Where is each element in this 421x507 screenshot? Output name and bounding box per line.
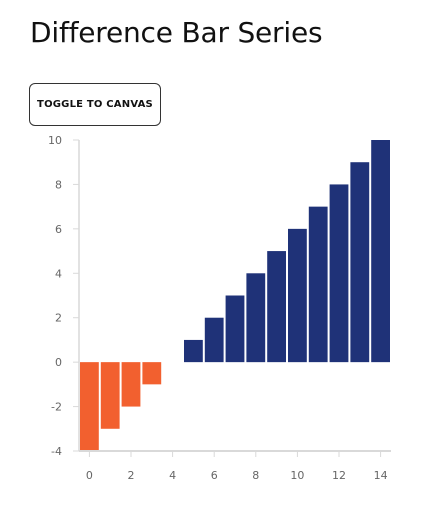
bar-series — [80, 140, 390, 451]
y-tick-label: 2 — [55, 312, 62, 325]
bar-positive — [184, 339, 203, 363]
y-tick-label: 8 — [55, 178, 62, 191]
bar-positive — [288, 228, 307, 363]
x-axis-ticks: 0 2 4 6 8 10 12 14 — [86, 451, 388, 482]
bar-positive — [225, 295, 245, 363]
y-tick-label: 0 — [55, 356, 62, 369]
y-tick-label: -4 — [51, 445, 62, 458]
y-tick-label: -2 — [51, 401, 62, 414]
y-axis-ticks: -4 -2 0 2 4 6 8 10 — [48, 134, 79, 458]
x-tick-label: 6 — [211, 469, 218, 482]
x-tick-label: 0 — [86, 469, 93, 482]
bar-negative — [100, 362, 120, 429]
bar-positive — [371, 140, 390, 363]
toggle-canvas-button[interactable]: TOGGLE TO CANVAS — [29, 83, 161, 126]
x-tick-label: 2 — [128, 469, 135, 482]
x-tick-label: 10 — [290, 469, 304, 482]
y-tick-label: 10 — [48, 134, 62, 147]
bar-negative — [121, 362, 141, 407]
y-tick-label: 6 — [55, 223, 62, 236]
bar-negative — [80, 362, 99, 451]
bar-negative — [142, 362, 162, 385]
bar-positive — [308, 206, 328, 363]
x-tick-label: 8 — [252, 469, 259, 482]
x-tick-label: 4 — [169, 469, 176, 482]
page-title: Difference Bar Series — [30, 16, 323, 49]
y-tick-label: 4 — [55, 267, 62, 280]
bar-positive — [204, 317, 224, 363]
bar-positive — [350, 162, 370, 363]
bar-positive — [246, 273, 266, 363]
bar-positive — [329, 184, 349, 363]
x-tick-label: 12 — [332, 469, 346, 482]
bar-positive — [267, 251, 286, 363]
x-tick-label: 14 — [374, 469, 388, 482]
